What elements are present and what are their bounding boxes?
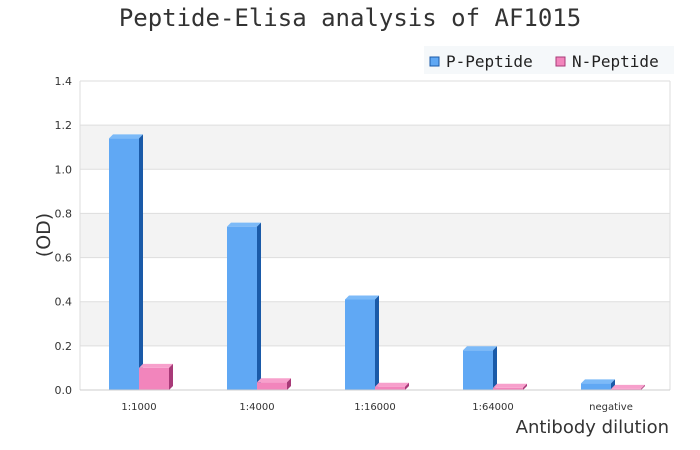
- bar-top: [109, 134, 143, 139]
- bar-top: [257, 378, 291, 383]
- y-tick-label: 0.0: [55, 384, 73, 397]
- bar-n-peptide: [375, 386, 405, 390]
- y-tick-label: 1.0: [55, 163, 73, 176]
- y-axis-label: (OD): [33, 213, 55, 257]
- grid-band: [80, 213, 670, 258]
- bar-side: [523, 383, 527, 390]
- legend-swatch: [429, 56, 440, 67]
- legend-label: N-Peptide: [572, 52, 659, 71]
- bar-p-peptide: [109, 138, 139, 390]
- bar-n-peptide: [257, 382, 287, 390]
- bar-side: [375, 295, 379, 390]
- x-axis-label: Antibody dilution: [516, 417, 669, 438]
- y-tick-label: 0.8: [55, 207, 73, 220]
- chart-title: Peptide-Elisa analysis of AF1015: [119, 4, 581, 32]
- bar-top: [139, 363, 173, 368]
- bar-side: [405, 382, 409, 390]
- y-tick-label: 0.2: [55, 340, 73, 353]
- bar-side: [611, 379, 615, 390]
- x-tick-label: 1:1000: [121, 402, 156, 413]
- bar-side: [493, 346, 497, 390]
- bar-side: [257, 222, 261, 390]
- legend-label: P-Peptide: [446, 52, 533, 71]
- bar-top: [581, 379, 615, 384]
- bar-top: [493, 383, 527, 388]
- y-tick-label: 1.2: [55, 119, 73, 132]
- x-tick-label: negative: [589, 402, 633, 413]
- bar-top: [227, 222, 261, 227]
- bar-n-peptide: [139, 367, 169, 390]
- x-tick-label: 1:64000: [472, 402, 514, 413]
- bar-n-peptide: [611, 388, 641, 390]
- bar-p-peptide: [345, 299, 375, 390]
- bar-side: [169, 363, 173, 390]
- y-tick-label: 1.4: [55, 75, 73, 88]
- legend: [424, 46, 674, 74]
- bar-top: [345, 295, 379, 300]
- bar-side: [139, 134, 143, 390]
- grid-band: [80, 125, 670, 170]
- bar-side: [641, 384, 645, 390]
- bar-top: [463, 346, 497, 351]
- bar-p-peptide: [463, 350, 493, 390]
- bar-p-peptide: [227, 226, 257, 390]
- x-tick-label: 1:4000: [239, 402, 274, 413]
- x-tick-label: 1:16000: [354, 402, 396, 413]
- legend-swatch: [555, 56, 566, 67]
- bar-top: [611, 384, 645, 389]
- y-tick-label: 0.6: [55, 252, 73, 265]
- bar-side: [287, 378, 291, 390]
- bar-n-peptide: [493, 387, 523, 390]
- y-tick-label: 0.4: [55, 296, 73, 309]
- bar-p-peptide: [581, 383, 611, 390]
- bar-top: [375, 382, 409, 387]
